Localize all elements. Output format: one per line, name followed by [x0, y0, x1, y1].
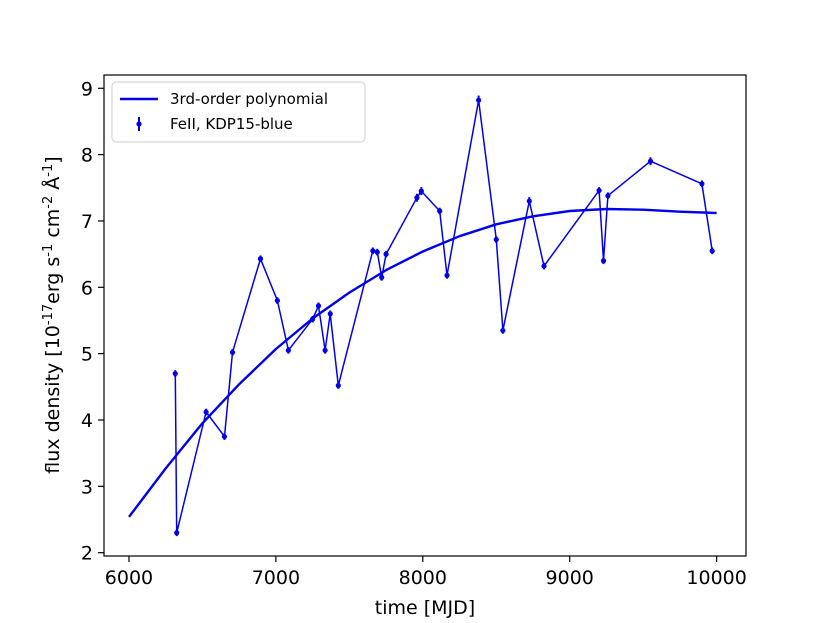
data-point — [437, 208, 443, 214]
data-point — [315, 303, 322, 309]
y-tick-label: 4 — [81, 410, 93, 432]
y-axis-ticks: 2 3 4 5 6 7 8 9 — [81, 78, 104, 565]
data-point — [414, 195, 420, 201]
data-point — [203, 409, 209, 415]
x-tick-label: 10000 — [686, 567, 746, 589]
y-tick-label: 8 — [81, 145, 93, 167]
y-tick-label: 2 — [81, 543, 93, 565]
plot-frame — [103, 74, 747, 557]
data-series-layer — [172, 95, 715, 537]
y-tick-label: 6 — [81, 277, 93, 299]
data-point — [274, 297, 280, 304]
y-tick-label: 7 — [81, 211, 93, 233]
y-tick-label: 9 — [81, 78, 93, 100]
data-point — [596, 187, 602, 194]
y-tick-label: 3 — [81, 476, 93, 498]
polynomial-fit-layer — [128, 207, 717, 518]
x-tick-label: 9000 — [546, 567, 594, 589]
data-point — [257, 256, 264, 262]
data-point — [172, 370, 178, 377]
data-point — [322, 347, 328, 353]
data-point — [699, 181, 705, 187]
legend-fit-label: 3rd-order polynomial — [170, 90, 328, 108]
legend: 3rd-order polynomial FeII, KDP15-blue — [111, 81, 366, 143]
x-axis-ticks: 6000 7000 8000 9000 10000 — [105, 556, 747, 589]
x-tick-label: 7000 — [252, 567, 300, 589]
data-point — [229, 349, 236, 355]
y-axis-label: flux density [10-17​erg s-1​ cm-2​ Å-1​] — [41, 156, 64, 473]
data-point — [418, 188, 424, 194]
x-tick-label: 6000 — [105, 567, 153, 589]
data-point — [709, 248, 715, 254]
data-point — [600, 258, 607, 264]
data-point — [647, 158, 654, 164]
legend-box — [111, 81, 366, 143]
legend-data-label: FeII, KDP15-blue — [170, 115, 293, 133]
legend-data-swatch-marker — [136, 121, 142, 127]
data-point — [379, 274, 385, 280]
data-point — [370, 248, 376, 254]
data-point — [221, 433, 228, 440]
data-point — [383, 251, 389, 257]
data-point — [335, 382, 341, 389]
data-point — [493, 236, 499, 243]
plot-area — [104, 75, 746, 556]
data-point — [500, 327, 506, 334]
data-point — [327, 311, 333, 317]
data-point — [174, 530, 180, 536]
x-axis-label: time [MJD] — [375, 597, 475, 619]
data-point — [605, 193, 611, 199]
data-point — [374, 249, 380, 255]
data-point — [541, 263, 547, 269]
x-tick-label: 8000 — [399, 567, 447, 589]
data-point — [285, 347, 291, 353]
data-point — [476, 97, 482, 103]
data-point — [526, 198, 532, 204]
polynomial-fit-line — [128, 207, 717, 518]
data-point — [310, 316, 316, 322]
y-tick-label: 5 — [81, 344, 93, 366]
data-series-line — [174, 99, 713, 534]
data-point — [444, 272, 450, 278]
